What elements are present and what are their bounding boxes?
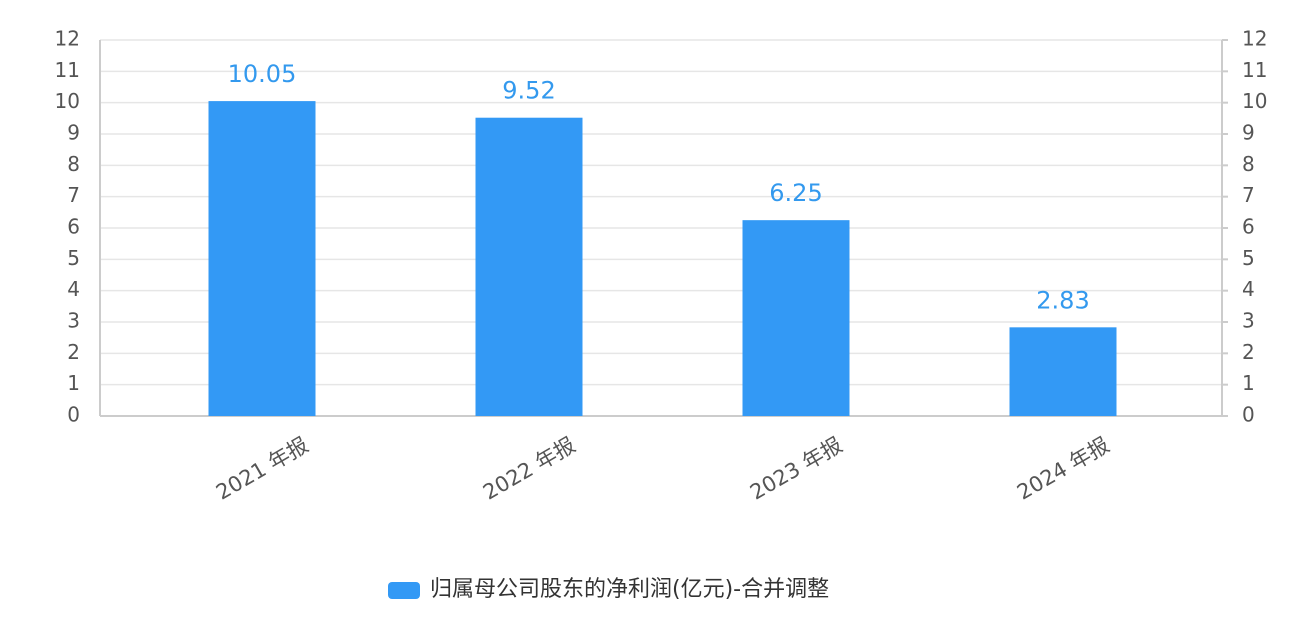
y2-tick-label: 6: [1242, 215, 1255, 239]
y2-tick-label: 4: [1242, 277, 1255, 301]
legend-swatch: [388, 582, 420, 599]
value-label: 9.52: [502, 77, 555, 105]
y-tick-label: 1: [67, 371, 80, 395]
y-tick-label: 2: [67, 340, 80, 364]
y2-tick-label: 12: [1242, 27, 1267, 51]
y2-tick-label: 9: [1242, 121, 1255, 145]
y2-tick-label: 5: [1242, 246, 1255, 270]
y-tick-label: 3: [67, 309, 80, 333]
y2-tick-label: 1: [1242, 371, 1255, 395]
y-tick-label: 12: [55, 27, 80, 51]
x-tick-label: 2024 年报: [1013, 433, 1113, 505]
y2-tick-label: 11: [1242, 58, 1267, 82]
y-tick-label: 4: [67, 277, 80, 301]
bar: [742, 220, 850, 416]
bar: [208, 101, 316, 416]
bar: [475, 117, 583, 416]
y2-tick-label: 3: [1242, 309, 1255, 333]
legend-label: 归属母公司股东的净利润(亿元)-合并调整: [430, 577, 829, 602]
x-tick-label: 2023 年报: [746, 433, 846, 505]
y2-tick-label: 7: [1242, 183, 1255, 207]
x-tick-label: 2022 年报: [479, 433, 579, 505]
y-tick-label: 5: [67, 246, 80, 270]
y-tick-label: 10: [55, 89, 80, 113]
y-tick-label: 6: [67, 215, 80, 239]
bar: [1009, 327, 1117, 416]
y2-tick-label: 10: [1242, 89, 1267, 113]
x-tick-label: 2021 年报: [212, 433, 312, 505]
value-label: 6.25: [769, 179, 822, 207]
y2-tick-label: 8: [1242, 152, 1255, 176]
y2-tick-label: 2: [1242, 340, 1255, 364]
y-tick-label: 8: [67, 152, 80, 176]
y-tick-label: 9: [67, 121, 80, 145]
value-label: 2.83: [1036, 286, 1089, 314]
y-tick-label: 0: [67, 403, 80, 427]
y2-tick-label: 0: [1242, 403, 1255, 427]
y-tick-label: 7: [67, 183, 80, 207]
y-tick-label: 11: [55, 58, 80, 82]
value-label: 10.05: [228, 60, 297, 88]
